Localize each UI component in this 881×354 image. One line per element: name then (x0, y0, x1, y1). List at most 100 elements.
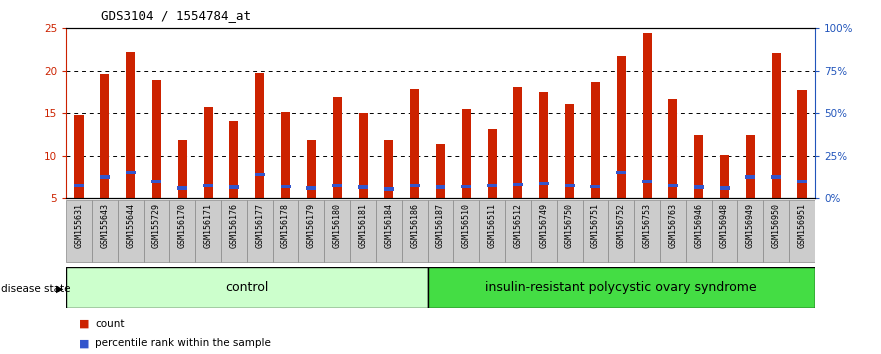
Text: GSM156750: GSM156750 (565, 204, 574, 249)
Bar (694, 135, 703, 198)
Text: insulin-resistant polycystic ovary syndrome: insulin-resistant polycystic ovary syndr… (485, 281, 757, 294)
Text: percentile rank within the sample: percentile rank within the sample (95, 338, 271, 348)
Text: GSM156749: GSM156749 (539, 204, 548, 249)
Text: GSM156179: GSM156179 (307, 204, 316, 249)
Bar (307, 186, 316, 190)
Bar (281, 113, 290, 198)
Bar (384, 187, 394, 190)
Bar (126, 171, 136, 175)
Bar (693, 185, 704, 189)
Text: count: count (95, 319, 124, 329)
Bar (307, 139, 316, 198)
Bar (745, 175, 755, 179)
Bar (411, 88, 419, 198)
Bar (479, 200, 505, 262)
Bar (152, 179, 161, 183)
Bar (565, 184, 574, 187)
Bar (410, 184, 419, 187)
Bar (789, 200, 815, 262)
Text: GSM155631: GSM155631 (75, 204, 84, 249)
Text: GSM155643: GSM155643 (100, 204, 109, 249)
Bar (565, 104, 574, 198)
Bar (66, 200, 92, 262)
Bar (358, 185, 368, 189)
Bar (772, 53, 781, 198)
Text: ■: ■ (79, 319, 90, 329)
Bar (255, 173, 264, 176)
Text: GSM156951: GSM156951 (797, 204, 806, 249)
Bar (454, 200, 479, 262)
Bar (169, 200, 196, 262)
Text: GSM156187: GSM156187 (436, 204, 445, 249)
Bar (74, 184, 84, 187)
Text: GSM156181: GSM156181 (359, 204, 367, 249)
Bar (514, 87, 522, 198)
Bar (229, 185, 239, 189)
Bar (462, 185, 471, 188)
Bar (712, 200, 737, 262)
Bar (333, 97, 342, 198)
Bar (737, 200, 763, 262)
Text: GSM155644: GSM155644 (126, 204, 135, 249)
Bar (557, 200, 582, 262)
Bar (797, 179, 807, 183)
Bar (100, 74, 109, 198)
Text: GSM156184: GSM156184 (384, 204, 393, 249)
Bar (685, 200, 712, 262)
Bar (384, 139, 394, 198)
Bar (617, 171, 626, 175)
Bar (280, 185, 291, 188)
Text: GSM156948: GSM156948 (720, 204, 729, 249)
Bar (609, 200, 634, 262)
Bar (539, 92, 548, 198)
Bar (247, 200, 272, 262)
Bar (402, 200, 427, 262)
Bar (178, 139, 187, 198)
Text: GSM156949: GSM156949 (746, 204, 755, 249)
Bar (462, 109, 470, 198)
Bar (332, 184, 342, 187)
Text: GSM156753: GSM156753 (642, 204, 652, 249)
Bar (436, 144, 445, 198)
Text: GSM156176: GSM156176 (229, 204, 239, 249)
Bar (617, 56, 626, 198)
Text: GSM156186: GSM156186 (411, 204, 419, 249)
Text: GSM156180: GSM156180 (333, 204, 342, 249)
Text: GSM156946: GSM156946 (694, 204, 703, 249)
Bar (642, 33, 652, 198)
Text: GSM156950: GSM156950 (772, 204, 781, 249)
Bar (797, 90, 806, 198)
Bar (255, 73, 264, 198)
Text: GSM156512: GSM156512 (514, 204, 522, 249)
Bar (152, 80, 161, 198)
Bar (591, 82, 600, 198)
Bar (177, 186, 188, 190)
Text: GSM156510: GSM156510 (462, 204, 470, 249)
Bar (118, 200, 144, 262)
Text: GSM155729: GSM155729 (152, 204, 161, 249)
Text: GDS3104 / 1554784_at: GDS3104 / 1554784_at (101, 9, 251, 22)
Bar (196, 200, 221, 262)
Bar (513, 183, 523, 186)
Bar (299, 200, 324, 262)
Text: control: control (226, 281, 269, 294)
Bar (771, 175, 781, 179)
Bar (746, 135, 755, 198)
Text: GSM156751: GSM156751 (591, 204, 600, 249)
Bar (221, 200, 247, 262)
Bar (505, 200, 531, 262)
Text: ■: ■ (79, 338, 90, 348)
Bar (634, 200, 660, 262)
Text: GSM156177: GSM156177 (255, 204, 264, 249)
Bar (720, 155, 729, 198)
Bar (100, 175, 110, 179)
Bar (660, 200, 685, 262)
Bar (487, 130, 497, 198)
Bar (350, 200, 376, 262)
Text: disease state: disease state (1, 284, 70, 293)
Bar (92, 200, 118, 262)
Text: GSM156171: GSM156171 (204, 204, 212, 249)
Bar (359, 113, 367, 198)
Bar (204, 107, 212, 198)
Bar (204, 184, 213, 187)
